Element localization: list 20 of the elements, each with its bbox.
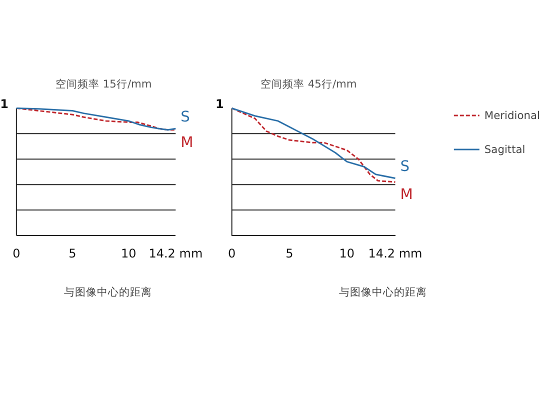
text: S [400,158,410,176]
x-tick-label: 10 [339,246,355,260]
x-tick-label: 14.2 mm [148,246,203,260]
x-tick-label: 14.2 mm [368,246,422,260]
x-tick-label: 5 [286,246,294,260]
text: S [180,108,190,126]
text: M [400,186,413,204]
legend-label: Sagittal [484,142,526,156]
text: M [180,134,194,151]
x-tick-label: 0 [228,246,236,260]
x-tick-label: 0 [12,246,20,260]
legend-label: Meridional [484,108,540,122]
x-tick-label: 5 [68,246,76,260]
text: 1 [0,97,8,112]
x-tick-label: 10 [120,246,136,260]
x-axis-title: 与图像中心的距离 [339,286,427,298]
chart-title: 空间频率 45行/mm [260,78,357,90]
text: 1 [215,97,224,112]
chart-title: 空间频率 15行/mm [56,78,152,90]
x-axis-title: 与图像中心的距离 [64,286,152,298]
